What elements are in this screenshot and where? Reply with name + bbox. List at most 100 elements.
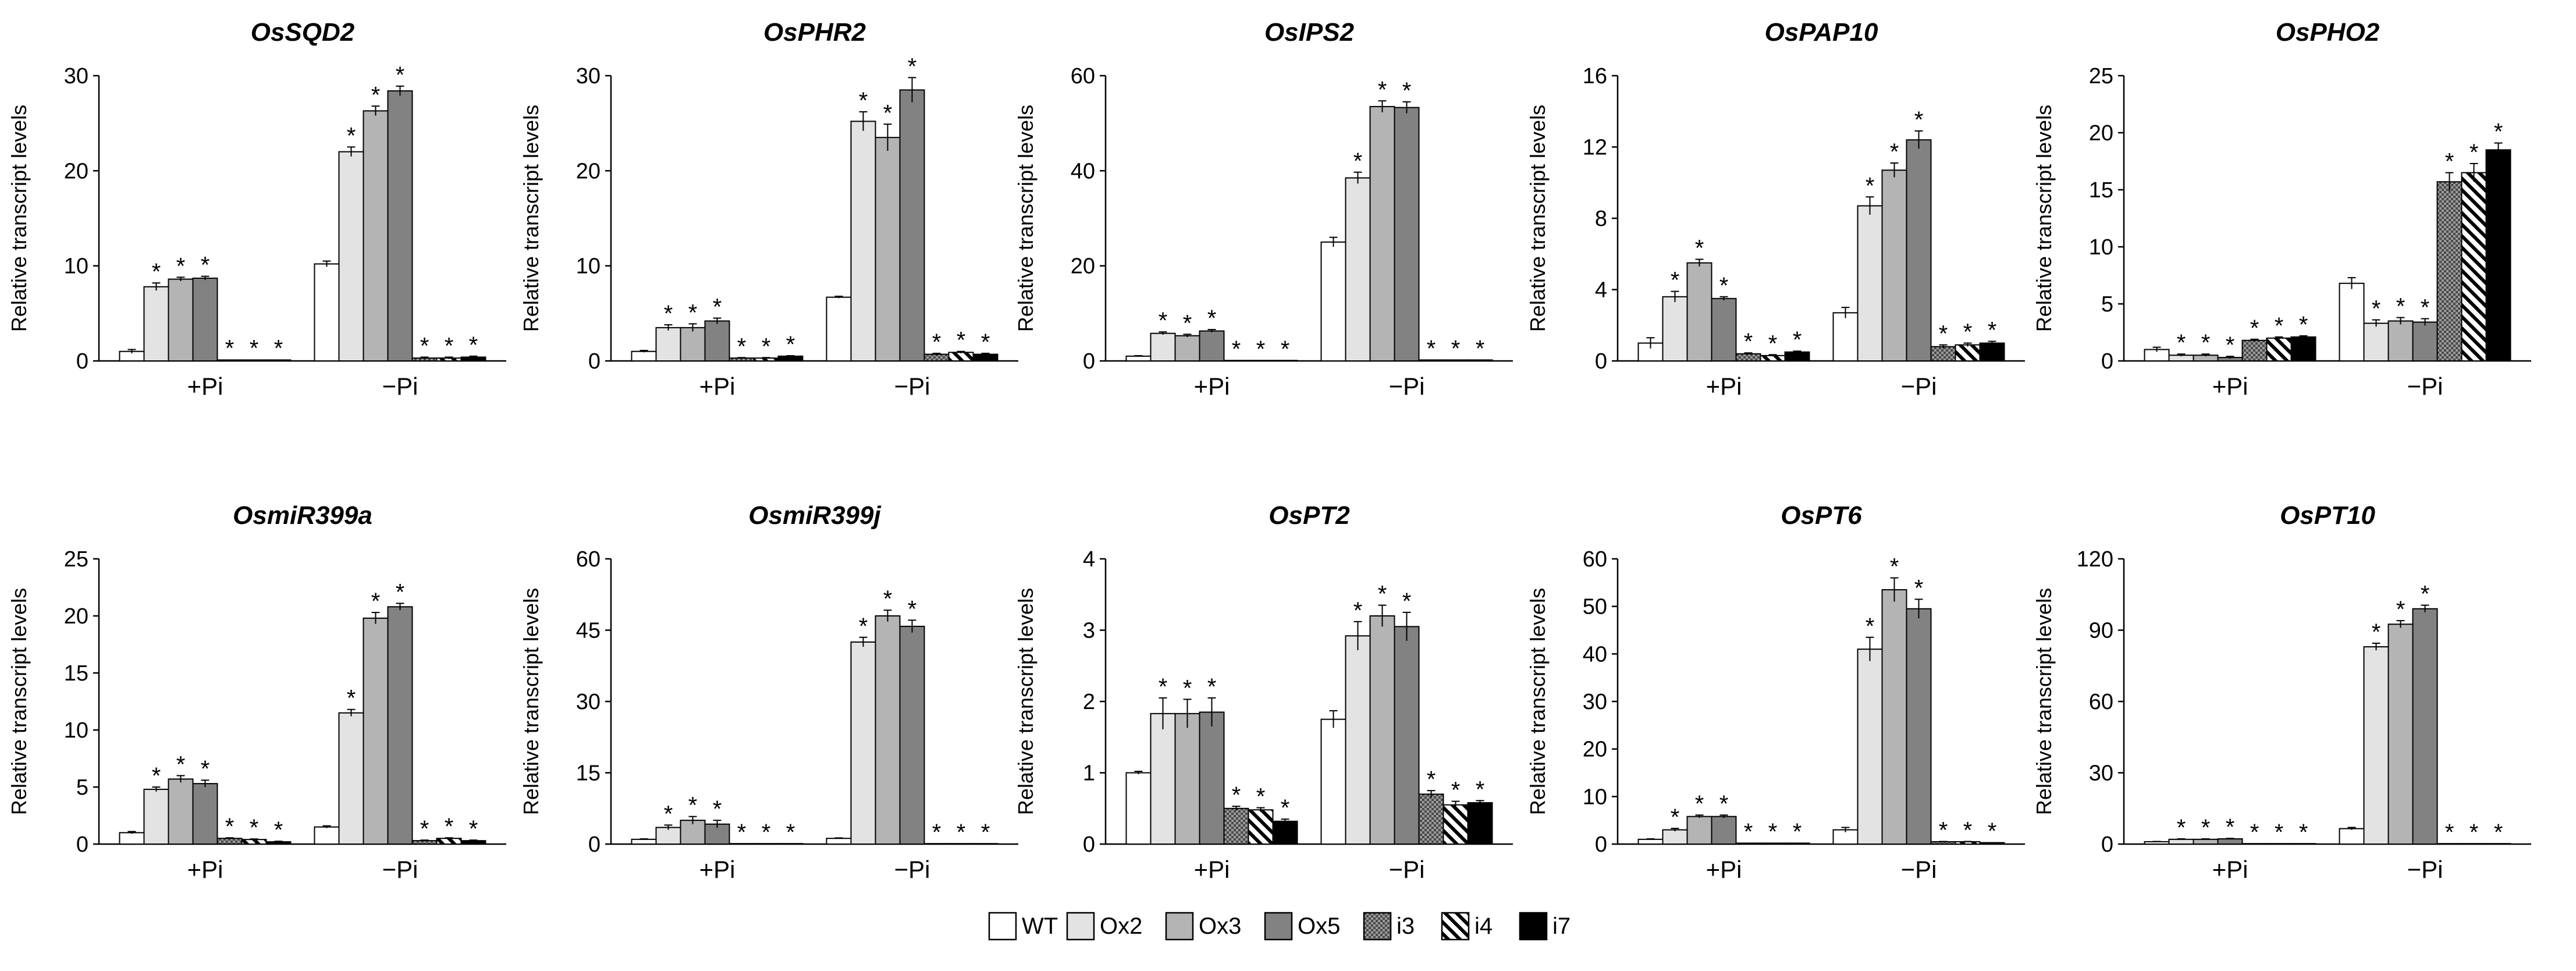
bar-Ox2-minusPi — [1345, 635, 1371, 845]
significance-star: * — [1378, 582, 1387, 607]
bar-WT-plusPi — [2144, 841, 2170, 845]
significance-star: * — [981, 329, 990, 355]
chart-panel-OsPT2: OsPT2 Relative transcript levels 0 1 2 3 4 * * * *… — [1014, 501, 1513, 883]
bar-i7-plusPi — [1784, 351, 1810, 362]
bar-Ox2-plusPi — [655, 827, 681, 845]
bar-i7-plusPi — [2290, 336, 2316, 362]
significance-star: * — [737, 334, 747, 359]
bar-Ox2-minusPi — [850, 121, 876, 362]
significance-star: * — [664, 801, 673, 827]
significance-star: * — [1281, 336, 1290, 362]
panel-title: OsSQD2 — [251, 18, 355, 47]
significance-star: * — [2445, 149, 2454, 175]
bar-Ox5-minusPi — [2412, 321, 2438, 362]
bar-i4-plusPi — [2266, 337, 2292, 362]
bar-Ox5-plusPi — [192, 277, 218, 362]
significance-star: * — [469, 816, 478, 842]
legend-swatch — [1363, 912, 1392, 941]
y-tick-label: 30 — [64, 64, 88, 88]
panel-title: OsPHO2 — [2276, 18, 2380, 47]
significance-star: * — [274, 817, 283, 843]
significance-star: * — [2177, 815, 2186, 841]
significance-star: * — [1427, 767, 1436, 792]
significance-star: * — [1695, 791, 1704, 817]
significance-star: * — [2250, 316, 2259, 341]
bar-Ox2-plusPi — [1662, 829, 1688, 845]
bar-Ox5-minusPi — [1394, 626, 1420, 845]
significance-star: * — [1402, 78, 1412, 104]
bar-i4-minusPi — [948, 352, 974, 362]
bar-WT-plusPi — [119, 832, 145, 845]
significance-star: * — [786, 332, 795, 357]
bar-Ox3-plusPi — [1686, 816, 1712, 845]
significance-star: * — [737, 820, 747, 845]
significance-star: * — [396, 579, 405, 605]
significance-star: * — [1378, 77, 1387, 102]
significance-star: * — [932, 820, 941, 845]
y-axis-label: Relative transcript levels — [7, 105, 31, 332]
bar-Ox2-plusPi — [143, 788, 169, 845]
legend-label: i4 — [1474, 913, 1493, 939]
bar-WT-minusPi — [2339, 828, 2365, 845]
bar-i4-plusPi — [1248, 809, 1274, 845]
legend-swatch — [1066, 912, 1095, 941]
bar-Ox5-plusPi — [1711, 297, 1737, 362]
y-axis-label: Relative transcript levels — [2032, 105, 2056, 332]
significance-star: * — [1256, 784, 1266, 810]
bar-Ox2-minusPi — [1857, 205, 1883, 362]
bar-Ox3-plusPi — [168, 278, 194, 362]
y-tick-label: 0 — [588, 349, 601, 374]
y-tick-label: 30 — [576, 64, 601, 88]
legend-swatch — [1519, 912, 1548, 941]
panel-title: OsPT10 — [2280, 501, 2375, 530]
bar-i4-minusPi — [2461, 172, 2487, 362]
significance-star: * — [1744, 819, 1753, 845]
y-tick-label: 20 — [64, 159, 88, 183]
y-tick-label: 8 — [1595, 207, 1607, 231]
significance-star: * — [1939, 818, 1948, 844]
bar-i7-minusPi — [972, 353, 999, 362]
significance-star: * — [2275, 313, 2284, 339]
legend-item-i3: i3 — [1363, 912, 1415, 941]
significance-star: * — [1695, 235, 1704, 261]
significance-star: * — [1281, 795, 1290, 821]
chart-panel-OsmiR399j: OsmiR399j Relative transcript levels 0 15 30… — [519, 501, 1018, 883]
y-tick-label: 3 — [1083, 619, 1095, 643]
significance-star: * — [2494, 119, 2503, 145]
significance-star: * — [2470, 140, 2479, 165]
significance-star: * — [1402, 589, 1412, 614]
bar-i4-minusPi — [1955, 344, 1981, 362]
significance-star: * — [1963, 818, 1973, 844]
significance-star: * — [1159, 674, 1168, 700]
significance-star: * — [347, 123, 356, 149]
y-tick-label: 16 — [1583, 64, 1607, 88]
significance-star: * — [1988, 818, 1997, 844]
category-label: −Pi — [382, 856, 418, 883]
significance-star: * — [1866, 614, 1875, 639]
chart-panel-OsIPS2: OsIPS2 Relative transcript levels 0 20 40 60 *… — [1014, 18, 1513, 400]
chart-panel-OsPT6: OsPT6 Relative transcript levels 0 10 20 30 40… — [1526, 501, 2025, 883]
significance-star: * — [274, 336, 283, 362]
y-axis-label: Relative transcript levels — [1526, 105, 1550, 332]
legend-item-i4: i4 — [1441, 912, 1493, 941]
y-tick-label: 60 — [2089, 690, 2113, 714]
y-tick-label: 10 — [64, 718, 88, 743]
category-label: −Pi — [1389, 856, 1425, 883]
chart-panel-OsPT10: OsPT10 Relative transcript levels 0 30 60 90 1… — [2032, 501, 2531, 883]
significance-star: * — [225, 814, 234, 839]
chart-panel-OsPHR2: OsPHR2 Relative transcript levels 0 10 20 30 *… — [519, 18, 1018, 400]
significance-star: * — [859, 88, 868, 114]
significance-star: * — [2396, 294, 2406, 320]
significance-star: * — [445, 333, 454, 359]
y-tick-label: 0 — [1083, 832, 1095, 857]
bar-Ox5-plusPi — [1711, 816, 1737, 845]
y-tick-label: 0 — [588, 832, 601, 857]
panel-title: OsmiR399a — [233, 501, 372, 530]
significance-star: * — [2177, 330, 2186, 356]
significance-star: * — [2494, 820, 2503, 845]
legend-item-i7: i7 — [1519, 912, 1571, 941]
category-label: −Pi — [2407, 373, 2443, 400]
category-label: +Pi — [187, 856, 223, 883]
significance-star: * — [688, 300, 698, 325]
bar-WT-minusPi — [2339, 282, 2365, 362]
